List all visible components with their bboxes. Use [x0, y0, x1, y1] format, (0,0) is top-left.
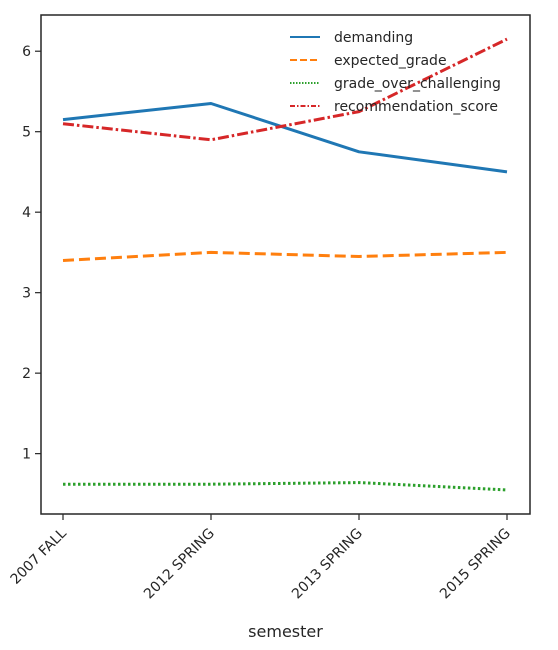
series-line-grade-over-challenging [63, 481, 508, 492]
y-tick-label: 5 [22, 125, 31, 141]
x-tick-label: 2015 SPRING [437, 526, 514, 603]
x-tick-label: 2012 SPRING [141, 526, 218, 603]
x-tick-label: 2007 FALL [8, 525, 70, 587]
legend-label: grade_over_challenging [334, 76, 501, 92]
x-axis-title: semester [248, 622, 323, 641]
y-tick-label: 2 [22, 366, 31, 382]
legend-label: recommendation_score [334, 99, 498, 115]
series-line-demanding [62, 102, 508, 174]
y-tick-label: 1 [22, 447, 31, 463]
legend: demanding expected_grade grade_over_challe… [290, 30, 501, 115]
plot-frame [40, 14, 531, 515]
series-lines [62, 37, 508, 492]
x-tick-label: 2013 SPRING [289, 526, 366, 603]
series-line-recommendation-score [62, 37, 508, 142]
y-tick-label: 6 [22, 44, 31, 60]
series-line-expected-grade [62, 250, 508, 262]
legend-label: demanding [334, 30, 413, 46]
y-tick-label: 3 [22, 286, 31, 302]
axes: 1 2 3 4 5 6 2007 FALL 2012 SPRING 2013 SPRING 201… [8, 44, 514, 602]
y-tick-label: 4 [22, 205, 31, 221]
legend-label: expected_grade [334, 53, 447, 69]
